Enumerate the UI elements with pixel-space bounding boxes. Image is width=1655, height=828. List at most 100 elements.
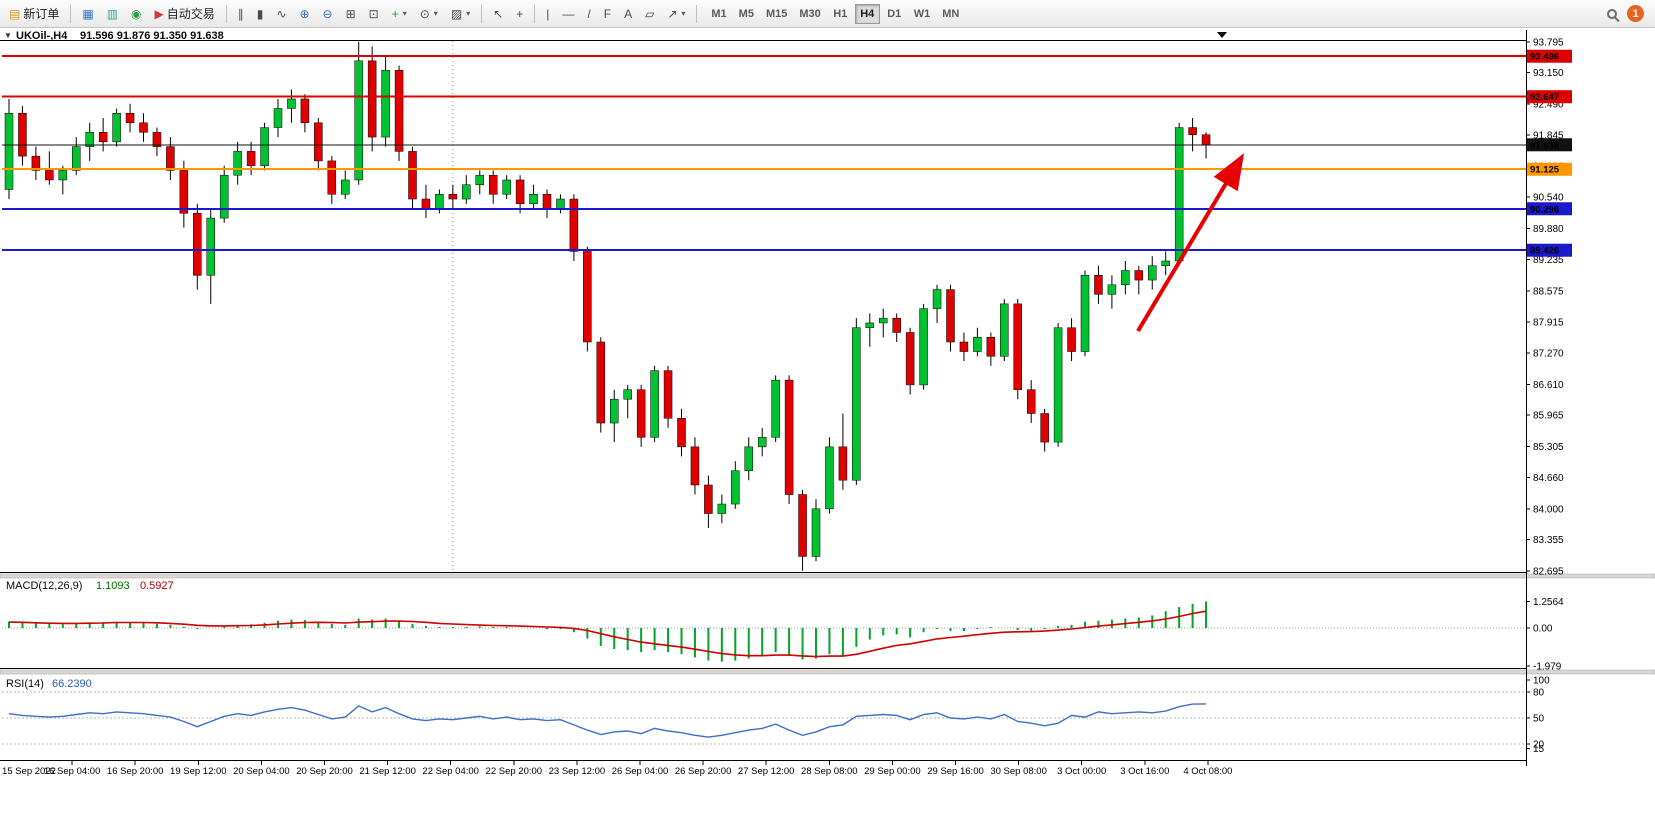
timeframe-m1[interactable]: M1 bbox=[706, 4, 731, 24]
candle-body bbox=[179, 170, 189, 214]
vertical-line-tool-button[interactable]: | bbox=[540, 3, 555, 25]
macd-title: MACD(12,26,9) bbox=[6, 580, 82, 592]
period-button[interactable]: ⊙ ▾ bbox=[414, 3, 444, 25]
cascade-windows-icon: ⊡ bbox=[368, 6, 379, 21]
zoom-out-button[interactable]: ⊖ bbox=[317, 3, 339, 25]
candle-body bbox=[610, 398, 619, 424]
candle-body bbox=[1040, 413, 1049, 443]
shapes-tool-button[interactable]: ▱ bbox=[639, 3, 660, 25]
search-icon[interactable] bbox=[1607, 8, 1617, 19]
cursor-tool-button[interactable]: ↖ bbox=[487, 3, 509, 25]
sound-button[interactable]: ◉ bbox=[125, 3, 147, 25]
candle-body bbox=[1107, 284, 1117, 295]
time-axis-label: 3 Oct 16:00 bbox=[1120, 766, 1169, 777]
chart-window: 93.79593.15092.49091.84591.19090.54089.8… bbox=[0, 28, 1655, 828]
chart-symbol-title: UKOil-,H4 bbox=[16, 30, 68, 42]
candle-body bbox=[569, 198, 579, 252]
template-button[interactable]: ▨ ▾ bbox=[445, 3, 476, 25]
panel-divider[interactable] bbox=[0, 573, 1655, 579]
chart-shift-marker[interactable] bbox=[1217, 32, 1227, 38]
crosshair-tool-button[interactable]: + bbox=[510, 3, 529, 25]
candle-body bbox=[354, 60, 363, 181]
horizontal-line-tool-button[interactable]: — bbox=[556, 3, 580, 25]
toolbar-separator bbox=[225, 4, 227, 23]
toolbar-separator bbox=[696, 4, 698, 23]
timeframe-m15[interactable]: M15 bbox=[761, 4, 792, 24]
add-indicator-button[interactable]: + ▾ bbox=[386, 3, 413, 25]
notification-badge[interactable]: 1 bbox=[1627, 5, 1644, 22]
time-axis-label: 19 Sep 12:00 bbox=[170, 766, 227, 777]
fibonacci-tool-button[interactable]: F bbox=[598, 3, 617, 25]
cascade-windows-button[interactable]: ⊡ bbox=[363, 3, 385, 25]
chart-dynamic-layer: 93.79593.15092.49091.84591.19090.54089.8… bbox=[0, 30, 1655, 777]
macd-histogram bbox=[8, 601, 1208, 662]
candle-body bbox=[206, 217, 215, 276]
text-tool-icon: A bbox=[624, 6, 633, 21]
toolbar: ▤ 新订单 ▦ ▥ ◉ ▶ 自动交易 ∥ ▮ ∿ ⊕ ⊖ ⊞ ⊡ + ▾ ⊙ ▾ ▨… bbox=[0, 0, 1655, 28]
price-axis-label: 85.965 bbox=[1533, 411, 1564, 422]
candlestick-type-button[interactable]: ▮ bbox=[251, 3, 270, 25]
time-axis-label: 26 Sep 20:00 bbox=[675, 766, 732, 777]
chart-window-button[interactable]: ▦ bbox=[76, 3, 99, 25]
timeframe-m30[interactable]: M30 bbox=[794, 4, 825, 24]
timeframe-toolbar: M1 M5 M15 M30 H1 H4 D1 W1 MN bbox=[706, 3, 964, 24]
timeframe-h1[interactable]: H1 bbox=[828, 4, 853, 24]
chevron-down-icon: ▾ bbox=[402, 9, 407, 18]
time-axis-label: 29 Sep 00:00 bbox=[864, 766, 921, 777]
price-level-badge bbox=[1527, 202, 1572, 216]
trend-arrow[interactable] bbox=[1136, 153, 1245, 333]
timeframe-h4[interactable]: H4 bbox=[854, 3, 880, 24]
toolbar-separator bbox=[70, 4, 72, 23]
line-chart-type-button[interactable]: ∿ bbox=[270, 3, 292, 25]
candle-body bbox=[1134, 270, 1144, 281]
new-order-icon: ▤ bbox=[9, 6, 21, 21]
candle-body bbox=[1148, 265, 1157, 281]
clock-icon: ⊙ bbox=[419, 6, 430, 21]
candle-body bbox=[408, 151, 417, 200]
price-level-badge bbox=[1527, 90, 1572, 104]
candle-body bbox=[690, 446, 700, 486]
zoom-in-button[interactable]: ⊕ bbox=[293, 3, 315, 25]
macd-axis-label: -1.979 bbox=[1533, 662, 1562, 673]
bar-chart-type-button[interactable]: ∥ bbox=[232, 3, 250, 25]
candle-body bbox=[771, 379, 780, 438]
candle-body bbox=[757, 437, 767, 448]
tile-windows-button[interactable]: ⊞ bbox=[340, 3, 362, 25]
candle-body bbox=[650, 370, 659, 438]
panel-divider[interactable] bbox=[0, 669, 1655, 675]
time-axis-label: 22 Sep 04:00 bbox=[422, 766, 479, 777]
text-tool-button[interactable]: A bbox=[618, 3, 638, 25]
profiles-button[interactable]: ▥ bbox=[101, 3, 124, 25]
chart-canvas[interactable]: 93.79593.15092.49091.84591.19090.54089.8… bbox=[0, 28, 1655, 828]
trendline-icon: / bbox=[587, 6, 591, 21]
auto-trading-button[interactable]: ▶ 自动交易 bbox=[149, 3, 221, 25]
symbol-dropdown-icon[interactable]: ▼ bbox=[4, 31, 12, 40]
rsi-axis-label: 100 bbox=[1533, 676, 1550, 687]
timeframe-w1[interactable]: W1 bbox=[909, 4, 936, 24]
price-level-badge-label: 89.426 bbox=[1530, 246, 1559, 257]
time-axis-label: 23 Sep 12:00 bbox=[549, 766, 606, 777]
candle-body bbox=[219, 174, 229, 219]
candle-body bbox=[462, 184, 471, 200]
horizontal-line-icon: — bbox=[562, 6, 575, 21]
arrows-tool-button[interactable]: ↗ ▾ bbox=[661, 3, 691, 25]
timeframe-m5[interactable]: M5 bbox=[734, 4, 759, 24]
timeframe-d1[interactable]: D1 bbox=[882, 4, 907, 24]
chevron-down-icon: ▾ bbox=[681, 9, 686, 18]
candle-body bbox=[784, 379, 794, 495]
new-order-button[interactable]: ▤ 新订单 bbox=[3, 3, 65, 25]
candle-body bbox=[193, 213, 202, 276]
candle-body bbox=[85, 132, 94, 147]
trendline-tool-button[interactable]: / bbox=[581, 3, 596, 25]
candle-body bbox=[1121, 270, 1130, 286]
price-axis-label: 87.270 bbox=[1533, 348, 1564, 359]
macd-axis-label: 1.2564 bbox=[1533, 597, 1564, 608]
candle-body bbox=[327, 160, 337, 195]
candle-body bbox=[1053, 327, 1063, 443]
candle-body bbox=[865, 322, 875, 328]
price-axis-label: 84.660 bbox=[1533, 473, 1564, 484]
candle-body bbox=[959, 341, 969, 352]
candle-body bbox=[677, 418, 686, 448]
timeframe-mn[interactable]: MN bbox=[937, 4, 964, 24]
candle-body bbox=[1013, 303, 1022, 390]
